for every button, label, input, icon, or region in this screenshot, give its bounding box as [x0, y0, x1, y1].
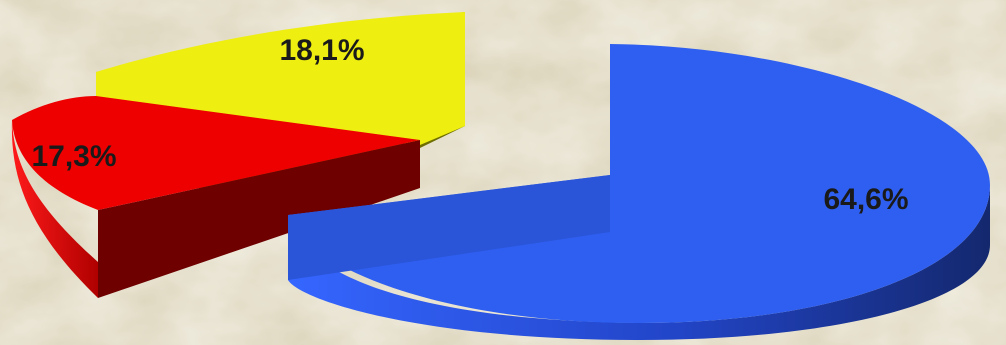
slice-blue-inner-face	[288, 175, 610, 280]
slice-label-red: 17,3%	[31, 140, 116, 173]
slice-label-blue: 64,6%	[823, 183, 908, 216]
slice-64-6: 64,6%	[288, 44, 990, 340]
slice-label-yellow: 18,1%	[279, 34, 364, 67]
slice-red-top	[12, 96, 420, 210]
slice-red-side	[98, 140, 420, 298]
slice-red-outer-rim	[11, 120, 99, 298]
slice-17-3: 17,3%	[11, 96, 420, 298]
